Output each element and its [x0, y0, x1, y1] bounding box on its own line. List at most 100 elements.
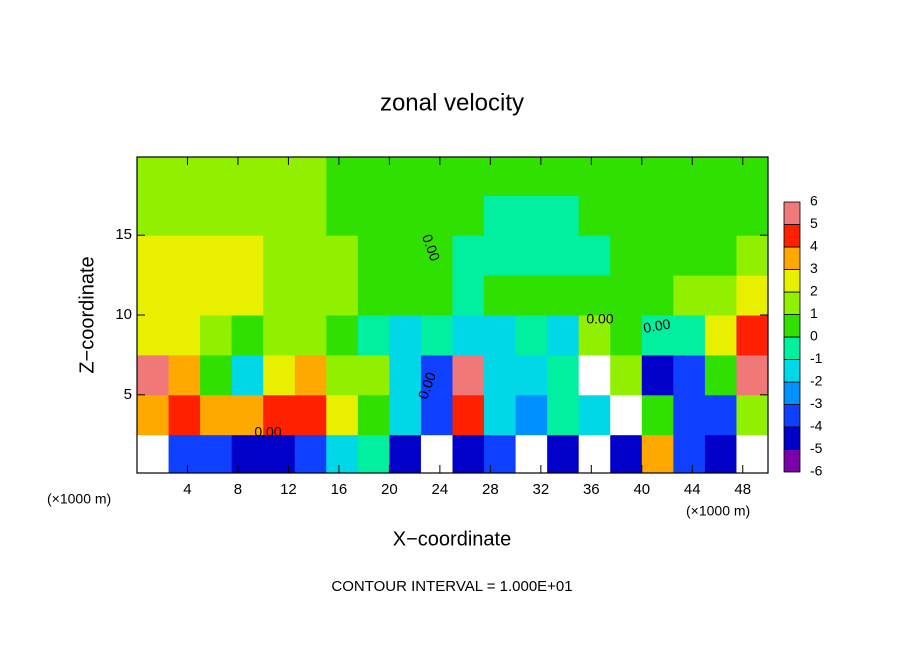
colorbar-label: 1: [810, 305, 818, 321]
field-cell: [484, 275, 517, 316]
field-cell: [673, 354, 706, 396]
y-tick-label: 10: [115, 306, 132, 323]
field-cell: [231, 394, 264, 436]
colorbar-label: -6: [810, 463, 823, 479]
field-cell: [137, 394, 170, 436]
x-tick-label: 12: [280, 481, 297, 498]
field-cell: [515, 394, 548, 436]
field-cell: [704, 195, 737, 236]
field-cell: [326, 157, 359, 196]
field-cell: [452, 354, 485, 396]
field-cell: [610, 275, 643, 316]
colorbar-label: 0: [810, 328, 818, 344]
x-tick-label: 24: [432, 481, 449, 498]
field-cell: [736, 315, 768, 356]
field-cell: [641, 394, 674, 436]
field-cell: [641, 434, 674, 473]
colorbar-label: -5: [810, 440, 823, 456]
colorbar-label: -3: [810, 395, 823, 411]
field-cell: [326, 315, 359, 356]
field-cell: [168, 275, 201, 316]
field-cell: [704, 354, 737, 396]
field-cell: [673, 275, 706, 316]
field-cell: [294, 434, 327, 473]
contour-label: 0.00: [642, 315, 672, 336]
field-cell: [484, 157, 517, 196]
field-cell: [200, 195, 233, 236]
chart-title: zonal velocity: [380, 89, 524, 116]
field-cell: [389, 354, 422, 396]
field-cell: [641, 235, 674, 276]
field: [137, 157, 768, 473]
field-cell: [547, 157, 580, 196]
field-cell: [231, 195, 264, 236]
field-cell: [200, 354, 233, 396]
field-cell: [515, 235, 548, 276]
field-cell: [610, 354, 643, 396]
field-cell: [704, 157, 737, 196]
field-cell: [263, 315, 296, 356]
field-cell: [137, 157, 170, 196]
field-cell: [547, 195, 580, 236]
y-tick-label: 5: [124, 386, 132, 403]
field-cell: [420, 315, 453, 356]
field-cell: [515, 157, 548, 196]
colorbar-box: [783, 246, 801, 270]
field-cell: [547, 394, 580, 436]
x-tick-label: 20: [381, 481, 398, 498]
field-cell: [168, 354, 201, 396]
field-cell: [137, 434, 170, 473]
colorbar-label: 6: [810, 193, 818, 209]
field-cell: [357, 354, 390, 396]
colorbar-box: [783, 314, 801, 338]
field-cell: [200, 157, 233, 196]
field-cell: [610, 394, 643, 436]
field-cell: [263, 195, 296, 236]
field-cell: [547, 434, 580, 473]
field-cell: [578, 195, 611, 236]
field-cell: [610, 315, 643, 356]
colorbar-box: [783, 224, 801, 248]
field-cell: [641, 315, 674, 356]
field-cell: [326, 354, 359, 396]
field-cell: [168, 315, 201, 356]
field-cell: [357, 235, 390, 276]
field-cell: [452, 235, 485, 276]
field-cell: [641, 195, 674, 236]
contour-label: 0.00: [254, 424, 281, 440]
field-cell: [168, 394, 201, 436]
field-cell: [673, 434, 706, 473]
field-cell: [641, 354, 674, 396]
field-cell: [420, 434, 453, 473]
colorbar-box: [783, 336, 801, 360]
x-tick-label: 48: [734, 481, 751, 498]
field-cell: [673, 315, 706, 356]
field-cell: [357, 157, 390, 196]
field-cell: [452, 394, 485, 436]
field-cell: [357, 195, 390, 236]
field-cell: [137, 315, 170, 356]
field-cell: [484, 434, 517, 473]
x-tick-label: 28: [482, 481, 499, 498]
field-cell: [137, 235, 170, 276]
field-cell: [452, 275, 485, 316]
field-cell: [578, 275, 611, 316]
field-cell: [452, 157, 485, 196]
field-cell: [578, 354, 611, 396]
field-cell: [357, 275, 390, 316]
field-cell: [389, 434, 422, 473]
colorbar-label: 2: [810, 283, 818, 299]
x-tick-label: 40: [633, 481, 650, 498]
field-cell: [168, 434, 201, 473]
field-cell: [231, 157, 264, 196]
field-cell: [704, 235, 737, 276]
field-cell: [263, 354, 296, 396]
field-cell: [736, 434, 768, 473]
field-cell: [704, 275, 737, 316]
field-cell: [578, 434, 611, 473]
field-cell: [673, 157, 706, 196]
footer: CONTOUR INTERVAL = 1.000E+01: [331, 578, 572, 595]
field-cell: [168, 235, 201, 276]
field-cell: [389, 394, 422, 436]
field-cell: [263, 157, 296, 196]
